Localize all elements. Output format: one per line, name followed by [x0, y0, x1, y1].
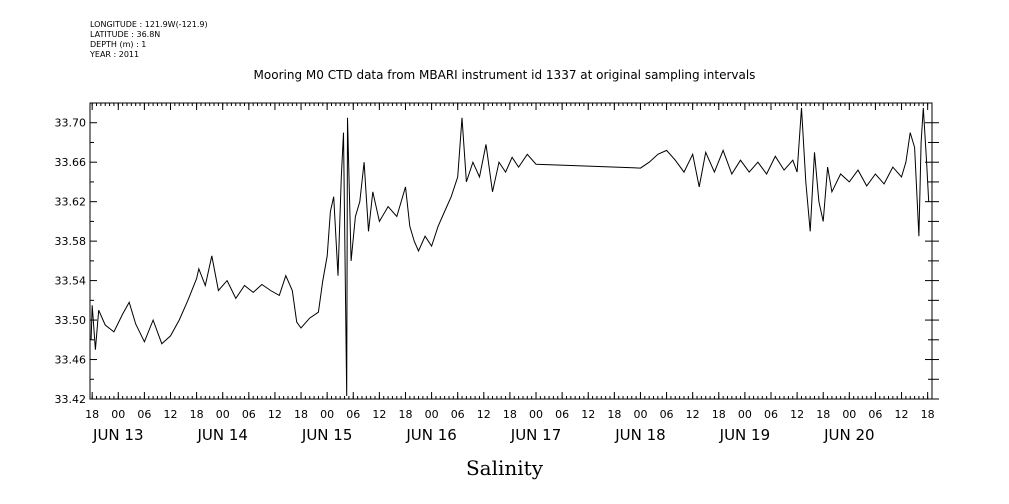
- x-tick-label: 18: [607, 408, 621, 421]
- x-tick-label: 18: [503, 408, 517, 421]
- station-metadata: LONGITUDE : 121.9W(-121.9) LATITUDE : 36…: [90, 20, 208, 60]
- x-tick-label: 06: [137, 408, 151, 421]
- x-tick-label: 06: [868, 408, 882, 421]
- x-tick-label: 06: [451, 408, 465, 421]
- y-tick-label: 33.58: [55, 235, 87, 248]
- x-tick-label: 12: [268, 408, 282, 421]
- x-tick-label: 06: [346, 408, 360, 421]
- x-tick-label: 12: [164, 408, 178, 421]
- x-day-label: JUN 13: [92, 426, 143, 444]
- x-tick-label: 00: [842, 408, 856, 421]
- x-tick-label: 18: [85, 408, 99, 421]
- x-tick-label: 12: [372, 408, 386, 421]
- x-tick-label: 00: [216, 408, 230, 421]
- y-tick-label: 33.62: [55, 196, 87, 209]
- axis-tick-labels: 18 00 06 12 18 00 06 12 18 00 06 12 18 00 06 12 18 00 06 12…: [55, 117, 935, 444]
- depth-label: DEPTH (m) : 1: [90, 40, 147, 49]
- x-tick-label: 00: [425, 408, 439, 421]
- x-tick-label: 00: [738, 408, 752, 421]
- x-tick-label: 12: [477, 408, 491, 421]
- x-tick-label: 06: [555, 408, 569, 421]
- x-tick-label: 18: [816, 408, 830, 421]
- longitude-label: LONGITUDE : 121.9W(-121.9): [90, 20, 208, 29]
- latitude-label: LATITUDE : 36.8N: [90, 30, 161, 39]
- plot-frame: [89, 102, 933, 400]
- chart-title: Mooring M0 CTD data from MBARI instrumen…: [253, 68, 756, 82]
- x-tick-label: 18: [190, 408, 204, 421]
- x-day-label: JUN 20: [823, 426, 874, 444]
- y-tick-label: 33.66: [55, 156, 87, 169]
- x-day-label: JUN 15: [301, 426, 352, 444]
- y-tick-label: 33.42: [55, 393, 87, 406]
- x-tick-label: 18: [294, 408, 308, 421]
- x-day-label: JUN 16: [405, 426, 456, 444]
- x-tick-label: 00: [633, 408, 647, 421]
- x-day-label: JUN 18: [614, 426, 665, 444]
- x-tick-label: 00: [111, 408, 125, 421]
- year-label: YEAR : 2011: [90, 50, 140, 59]
- salinity-series-line: [90, 107, 930, 397]
- x-day-label: JUN 17: [510, 426, 561, 444]
- axis-ticks: [90, 103, 939, 400]
- x-tick-label: 12: [790, 408, 804, 421]
- y-tick-label: 33.46: [55, 354, 87, 367]
- x-tick-label: 18: [921, 408, 935, 421]
- x-tick-label: 18: [398, 408, 412, 421]
- x-tick-label: 18: [712, 408, 726, 421]
- x-tick-label: 12: [581, 408, 595, 421]
- x-tick-label: 06: [764, 408, 778, 421]
- x-tick-label: 06: [660, 408, 674, 421]
- x-tick-label: 00: [529, 408, 543, 421]
- x-axis-label: Salinity: [465, 456, 544, 480]
- y-tick-label: 33.54: [55, 275, 87, 288]
- x-day-label: JUN 19: [719, 426, 770, 444]
- x-tick-label: 12: [686, 408, 700, 421]
- x-tick-label: 00: [320, 408, 334, 421]
- y-tick-label: 33.50: [55, 314, 87, 327]
- x-tick-label: 06: [242, 408, 256, 421]
- y-tick-label: 33.70: [55, 117, 87, 130]
- x-tick-label: 12: [895, 408, 909, 421]
- x-day-label: JUN 14: [196, 426, 247, 444]
